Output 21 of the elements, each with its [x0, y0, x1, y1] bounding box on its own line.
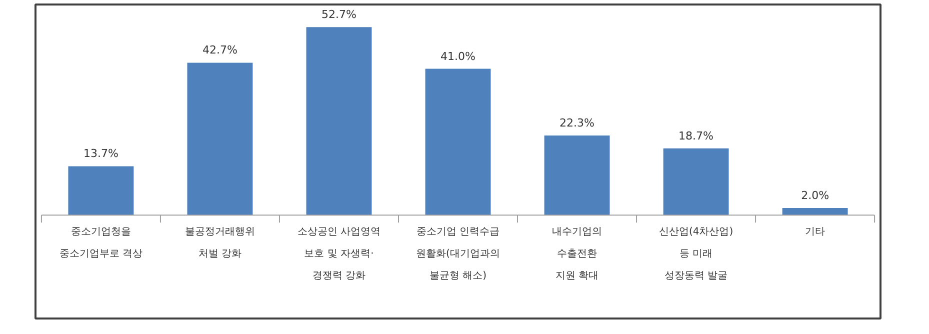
x-tick-label: 내수기업의 수출전환 지원 확대 — [552, 226, 602, 282]
bar — [663, 148, 729, 216]
data-label: 2.0% — [801, 188, 830, 202]
x-tick-label: 중소기업청을 중소기업부로 격상 — [59, 226, 143, 260]
data-label: 18.7% — [678, 129, 714, 142]
data-label: 42.7% — [202, 44, 238, 57]
x-tick-label: 중소기업 인력수급 원활화(대기업과의 불균형 해소) — [416, 226, 500, 282]
bar — [425, 68, 491, 216]
data-label: 41.0% — [440, 50, 476, 63]
data-label: 13.7% — [83, 147, 118, 160]
x-tick-label: 신산업(4차산업) 등 미래 성장동력 발굴 — [658, 226, 734, 282]
bar — [306, 27, 372, 216]
x-tick-label: 소상공인 사업영역 보호 및 자생력· 경쟁력 강화 — [297, 226, 381, 282]
bar — [782, 208, 848, 216]
data-label: 52.7% — [322, 8, 356, 22]
bar — [187, 62, 253, 216]
bar — [544, 136, 610, 216]
x-tick-label: 불공정거래행위 처벌 강화 — [184, 226, 255, 260]
bar — [68, 166, 134, 216]
x-tick-label: 기타 — [805, 226, 826, 238]
data-label: 22.3% — [560, 116, 594, 130]
